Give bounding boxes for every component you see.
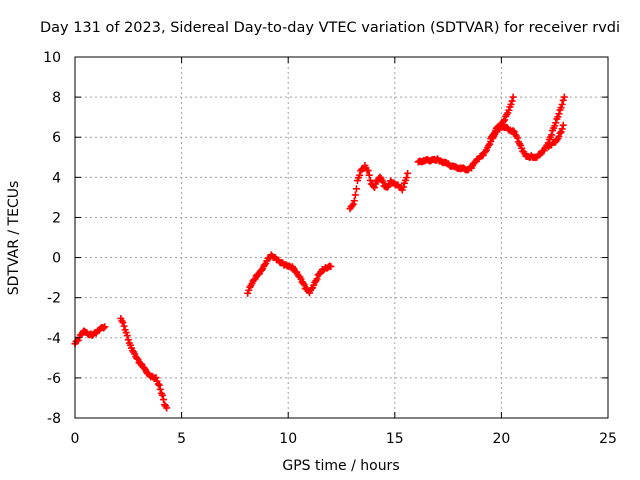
data-point (558, 101, 566, 109)
x-tick-label: 0 (71, 431, 80, 447)
data-point (356, 171, 364, 179)
y-tick-label: 0 (52, 251, 61, 267)
tick-marks (74, 56, 609, 419)
data-point (559, 121, 567, 129)
data-point (350, 197, 358, 205)
data-point (505, 106, 513, 114)
x-tick-label: 5 (177, 431, 186, 447)
data-point (507, 100, 515, 108)
data-point (100, 324, 108, 332)
data-point (299, 279, 307, 287)
data-series (71, 93, 568, 412)
data-point (366, 176, 374, 184)
data-point (327, 263, 335, 271)
data-point (371, 184, 379, 192)
chart-title: Day 131 of 2023, Sidereal Day-to-day VTE… (40, 20, 620, 36)
grid-lines (75, 57, 608, 418)
x-tick-labels: 0 5 10 15 20 25 (71, 431, 617, 447)
data-point (152, 374, 160, 382)
y-tick-label: 6 (52, 130, 61, 146)
data-point (134, 355, 142, 363)
data-point (300, 281, 308, 289)
data-point (140, 364, 148, 372)
data-point (383, 183, 391, 191)
plot-frame (74, 56, 609, 419)
data-point (509, 127, 517, 135)
x-axis-title: GPS time / hours (282, 458, 399, 474)
data-point (163, 404, 171, 412)
y-tick-label: 2 (52, 210, 61, 226)
data-point (159, 396, 167, 404)
data-point (154, 380, 162, 388)
data-point (501, 116, 509, 124)
y-tick-label: 4 (52, 170, 61, 186)
y-axis-title: SDTVAR / TECUs (6, 181, 22, 296)
data-point (258, 266, 266, 274)
data-point (123, 332, 131, 340)
data-point (124, 336, 132, 344)
x-tick-label: 20 (492, 431, 510, 447)
data-point (351, 191, 359, 199)
data-point (555, 132, 563, 140)
x-tick-label: 10 (279, 431, 297, 447)
y-tick-label: -8 (47, 411, 61, 427)
data-point (509, 93, 517, 101)
data-point (513, 134, 521, 142)
data-point (555, 110, 563, 118)
y-tick-labels: -8 -6 -4 -2 0 2 4 6 8 10 (43, 50, 61, 427)
data-point (156, 385, 164, 393)
data-point (508, 97, 516, 105)
x-tick-label: 25 (599, 431, 617, 447)
y-tick-label: 10 (43, 50, 61, 66)
data-point (349, 200, 357, 208)
data-point (254, 271, 262, 279)
data-point (553, 136, 561, 144)
data-point (365, 171, 373, 179)
data-point (548, 131, 556, 139)
data-point (133, 354, 141, 362)
x-tick-label: 15 (386, 431, 404, 447)
y-tick-label: -6 (47, 371, 61, 387)
data-point (101, 323, 109, 331)
data-point (560, 93, 568, 101)
data-point (558, 125, 566, 133)
data-point (485, 141, 493, 149)
data-point (364, 167, 372, 175)
data-point (261, 261, 269, 269)
data-point (137, 360, 145, 368)
data-point (313, 275, 321, 283)
data-point (119, 319, 127, 327)
data-point (404, 169, 412, 177)
data-point (552, 119, 560, 127)
data-point (352, 185, 360, 193)
data-point (120, 322, 128, 330)
data-point (489, 131, 497, 139)
data-point (379, 178, 387, 186)
y-tick-label: -2 (47, 291, 61, 307)
data-point (250, 276, 258, 284)
data-point (559, 96, 567, 104)
data-point (556, 129, 564, 137)
data-point (403, 174, 411, 182)
data-point (557, 104, 565, 112)
y-tick-label: -4 (47, 331, 61, 347)
data-point (158, 391, 166, 399)
y-tick-label: 8 (52, 90, 61, 106)
data-point (155, 381, 163, 389)
data-point (399, 183, 407, 191)
